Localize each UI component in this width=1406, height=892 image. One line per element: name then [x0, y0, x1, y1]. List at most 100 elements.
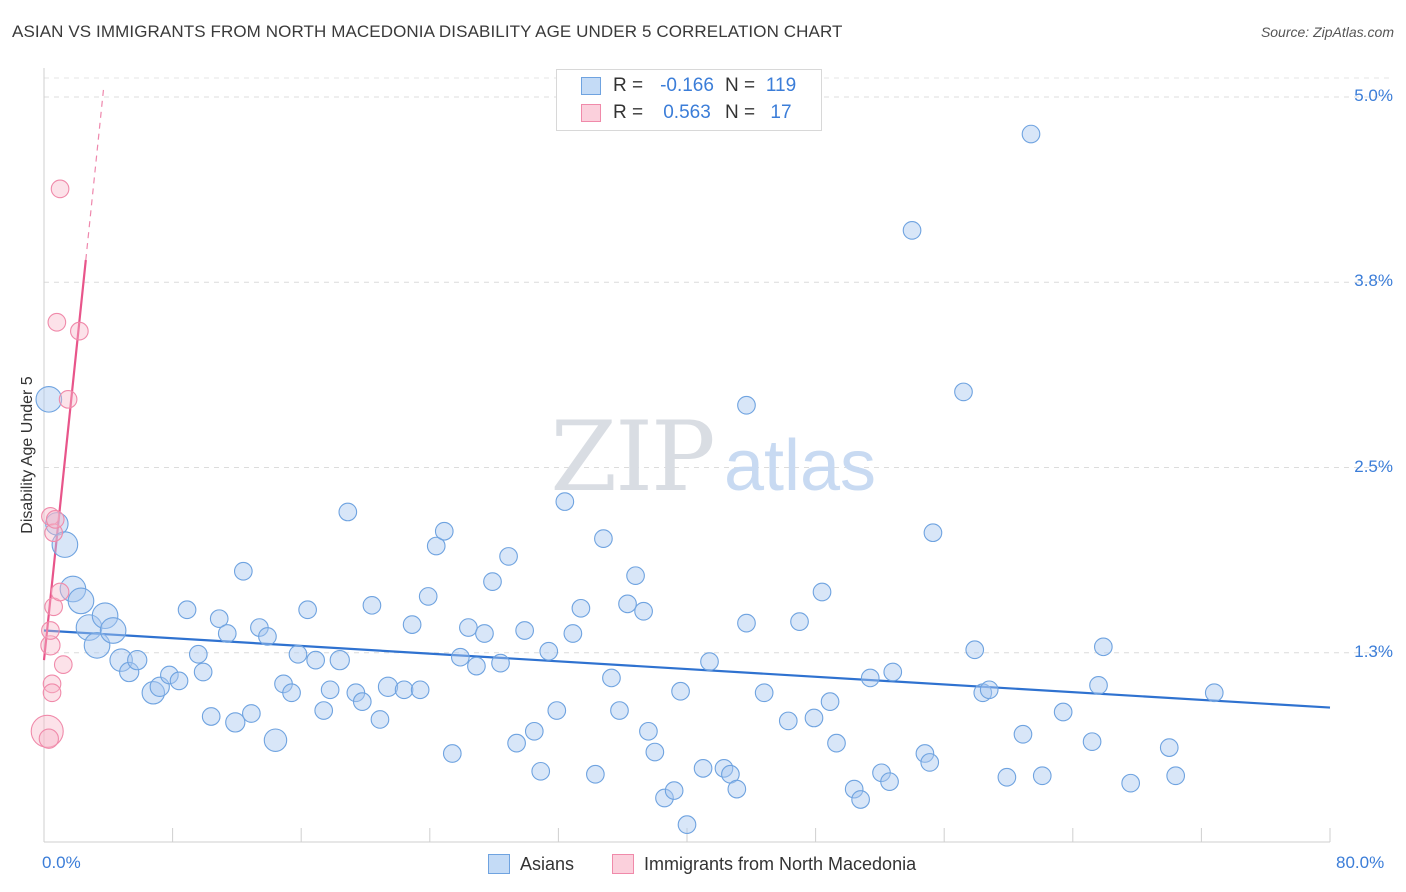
legend-n-value: 17 — [770, 102, 792, 123]
asian-point — [851, 790, 870, 809]
macedonia-point — [70, 321, 89, 341]
asian-point — [177, 600, 197, 620]
trend-lines — [42, 89, 1331, 709]
asian-point — [954, 382, 973, 402]
asian-point — [1204, 683, 1224, 703]
asian-point — [483, 572, 502, 591]
asian-point — [1013, 724, 1033, 744]
asian-point — [539, 641, 559, 661]
macedonia-point — [40, 635, 61, 656]
asian-point — [362, 595, 382, 615]
asian-point — [475, 624, 494, 643]
asian-point — [450, 647, 470, 667]
bottom-legend-macedonia: Immigrants from North Macedonia — [612, 852, 916, 876]
asian-point — [920, 753, 940, 772]
asian-point — [645, 742, 665, 762]
bottom-legend-swatch-macedonia — [612, 854, 634, 874]
trend-line-asians — [43, 629, 1331, 709]
asian-point — [338, 502, 358, 522]
watermark-zip: ZIP — [550, 401, 713, 513]
asian-point — [586, 764, 605, 784]
asian-point — [507, 733, 526, 753]
asian-point — [923, 523, 943, 543]
macedonia-point — [53, 655, 73, 674]
legend-n-value: 119 — [765, 75, 797, 96]
asian-point — [209, 609, 229, 629]
legend-n-label: N = — [725, 75, 756, 96]
asian-point — [306, 650, 326, 670]
asian-point — [979, 680, 999, 700]
watermark: ZIP atlas — [550, 401, 876, 513]
asian-point — [997, 767, 1017, 787]
asian-point — [515, 621, 534, 640]
legend-r-label: R = — [613, 75, 644, 96]
asian-point — [394, 680, 414, 700]
asian-point — [820, 692, 840, 712]
asian-point — [377, 676, 399, 697]
asian-point — [193, 662, 213, 682]
asian-point — [91, 602, 119, 630]
legend-n-label: N = — [725, 102, 756, 123]
asian-point — [555, 492, 575, 511]
asian-point — [827, 733, 846, 753]
macedonia-point — [38, 728, 59, 749]
asian-point — [754, 683, 774, 703]
asian-point — [169, 671, 189, 691]
asian-point — [634, 601, 653, 621]
asian-point — [1082, 732, 1102, 752]
source-label: Source: ZipAtlas.com — [1260, 24, 1394, 40]
legend-swatch-asians — [581, 77, 601, 95]
asian-point — [127, 650, 148, 671]
asian-point — [263, 728, 288, 752]
asian-point — [109, 648, 133, 672]
asian-point — [242, 704, 261, 723]
y-tick-label: 5.0% — [1354, 86, 1393, 105]
y-tick-label: 1.3% — [1354, 641, 1393, 661]
x-tick-label-min: 0.0% — [42, 853, 81, 872]
macedonia-point — [45, 510, 65, 529]
asian-point — [459, 618, 478, 637]
asian-point — [1121, 773, 1141, 793]
asian-point — [1159, 738, 1179, 757]
asian-point — [467, 656, 486, 676]
asian-point — [965, 640, 985, 660]
correlation-legend: R = -0.166 N = 119 R = 0.563 N = 17 — [556, 69, 822, 131]
asian-point — [563, 624, 583, 643]
macedonia-point — [42, 683, 62, 703]
asian-point — [1166, 766, 1186, 786]
asian-point — [531, 761, 551, 781]
asian-point — [915, 744, 935, 763]
asian-point — [141, 681, 166, 705]
asian-point — [51, 531, 79, 558]
trend-extension-1 — [85, 89, 105, 261]
asian-point — [664, 781, 684, 800]
asian-point — [258, 627, 277, 646]
asian-point — [860, 668, 880, 688]
asian-point — [434, 521, 454, 541]
asian-point — [902, 221, 922, 240]
asian-point — [626, 566, 645, 586]
asian-point — [233, 561, 253, 581]
legend-swatch-macedonia — [581, 104, 601, 122]
chart-title: ASIAN VS IMMIGRANTS FROM NORTH MACEDONIA… — [12, 22, 843, 41]
asian-point — [655, 788, 674, 808]
asian-point — [119, 661, 140, 683]
bottom-legend-asians: Asians — [488, 852, 574, 876]
asian-point — [594, 529, 613, 548]
x-tick-label-max: 80.0% — [1336, 853, 1385, 872]
asian-point — [727, 779, 747, 799]
asian-point — [1093, 637, 1113, 657]
asian-point — [370, 710, 390, 729]
asian-point — [844, 779, 864, 799]
asian-point — [67, 587, 95, 615]
legend-r-label: R = — [613, 102, 644, 123]
asian-point — [1053, 702, 1073, 722]
asian-point — [217, 624, 237, 643]
bottom-legend-label-macedonia: Immigrants from North Macedonia — [644, 853, 917, 874]
macedonia-point — [44, 523, 63, 543]
asian-point — [1089, 676, 1108, 695]
asian-point — [671, 681, 690, 701]
bottom-legend-swatch-asians — [488, 854, 510, 874]
asian-point — [188, 644, 208, 664]
